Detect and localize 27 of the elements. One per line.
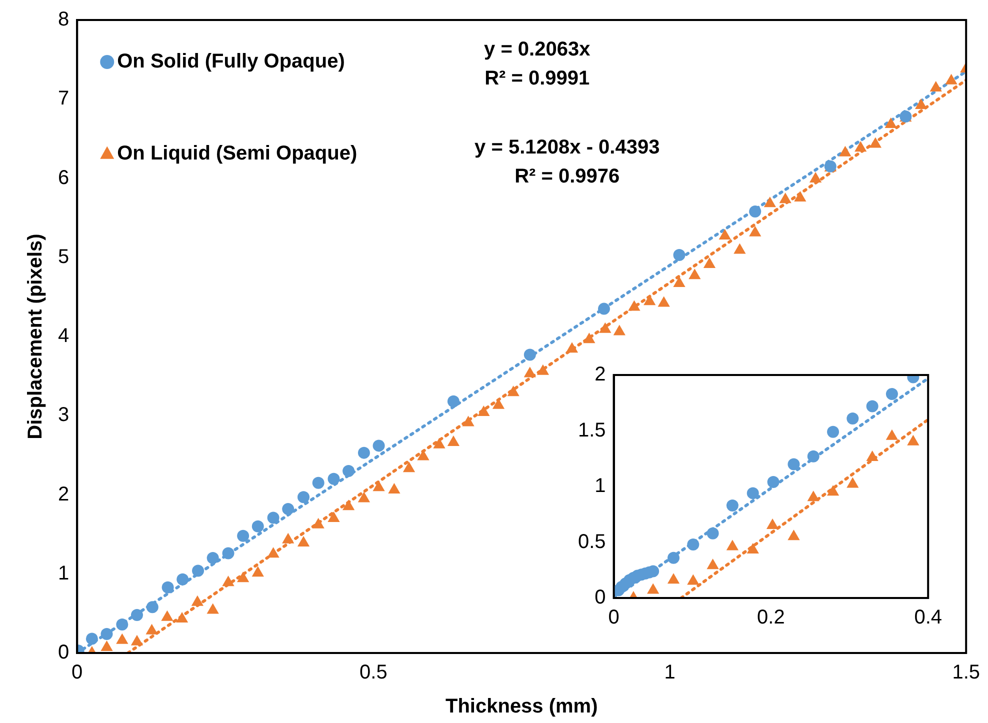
x-tick-label: 0.5 — [360, 662, 388, 684]
x-tick-label: 1.5 — [952, 662, 980, 684]
y-tick-label: 1 — [594, 475, 606, 498]
y-tick-label: 1 — [58, 562, 70, 584]
y-tick-label: 0.5 — [578, 530, 606, 553]
annotation: R² = 0.9976 — [514, 166, 620, 188]
y-axis-title: Displacement (pixels) — [24, 234, 47, 440]
y-tick-label: 4 — [58, 325, 70, 348]
y-tick-label: 5 — [58, 246, 70, 268]
y-tick-label: 0 — [58, 642, 70, 664]
x-tick-label: 0.2 — [757, 606, 785, 629]
y-tick-label: 3 — [58, 404, 70, 426]
y-tick-label: 1.5 — [578, 419, 606, 442]
annotation: y = 5.1208x - 0.4393 — [474, 136, 660, 159]
x-tick-label: 0.4 — [914, 606, 942, 629]
y-tick-label: 0 — [594, 586, 606, 609]
legend-label: On Solid (Fully Opaque) — [117, 50, 345, 73]
annotation: R² = 0.9991 — [484, 68, 590, 90]
y-tick-label: 2 — [58, 483, 70, 506]
y-tick-label: 2 — [594, 364, 606, 386]
y-tick-label: 8 — [58, 8, 70, 31]
annotation: y = 0.2063x — [484, 38, 590, 61]
y-tick-label: 6 — [58, 166, 70, 189]
x-axis-title: Thickness (mm) — [445, 696, 598, 718]
x-tick-label: 1 — [664, 662, 676, 684]
y-tick-label: 7 — [58, 88, 70, 110]
legend-label: On Liquid (Semi Opaque) — [117, 142, 358, 165]
